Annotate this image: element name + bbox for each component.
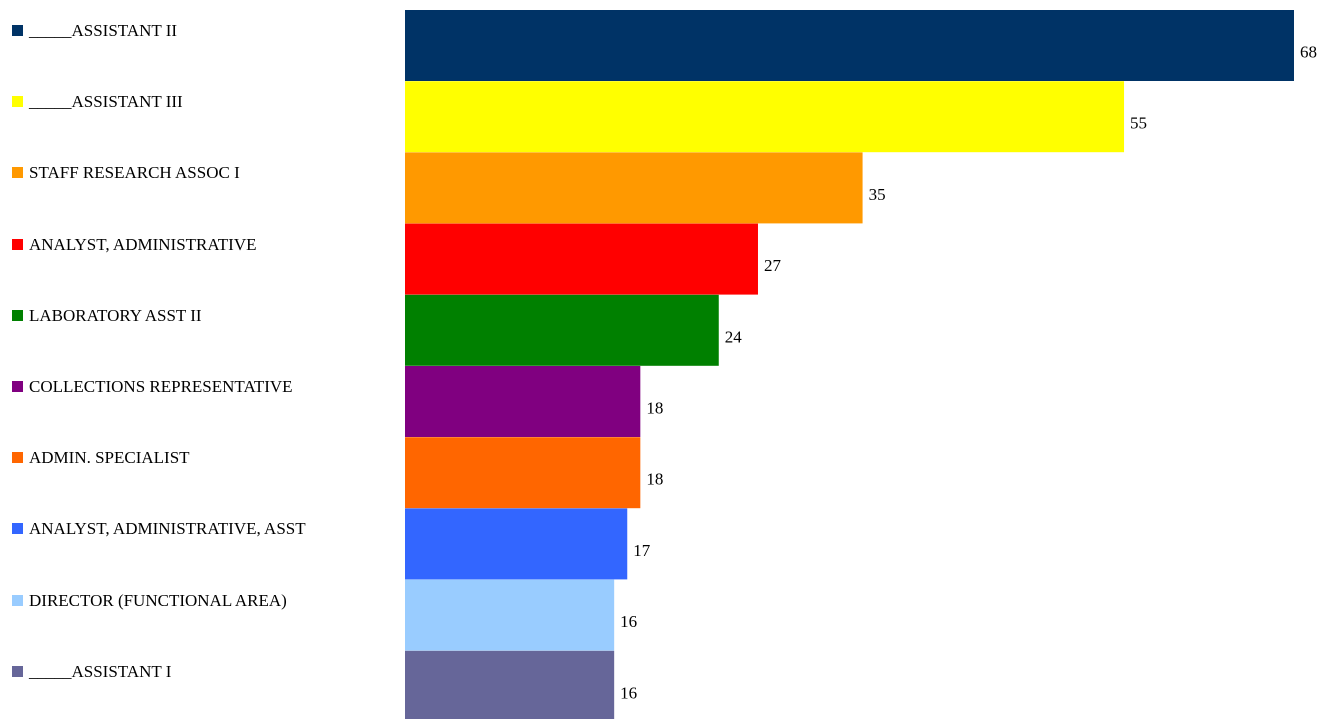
data-label-6: 18 xyxy=(646,399,663,418)
legend-item: ANALYST, ADMINISTRATIVE xyxy=(12,233,392,256)
legend-swatch xyxy=(12,25,23,36)
data-label-9: 16 xyxy=(620,612,637,631)
legend-item: LABORATORY ASST II xyxy=(12,304,392,327)
data-label-2: 55 xyxy=(1130,114,1147,133)
bar-9 xyxy=(405,579,615,651)
legend-item: STAFF RESEARCH ASSOC I xyxy=(12,161,392,184)
legend-label: ANALYST, ADMINISTRATIVE, ASST xyxy=(29,519,306,539)
legend-swatch xyxy=(12,594,23,606)
legend-label: DIRECTOR (FUNCTIONAL AREA) xyxy=(29,590,287,610)
legend-item: _____ASSISTANT I xyxy=(12,660,392,683)
legend-item: _____ASSISTANT III xyxy=(12,90,392,113)
legend-swatch xyxy=(12,96,23,108)
legend-item: DIRECTOR (FUNCTIONAL AREA) xyxy=(12,589,392,612)
bar-6 xyxy=(405,366,641,437)
bar-10 xyxy=(405,650,615,719)
legend-label: _____ASSISTANT II xyxy=(29,21,178,40)
legend-swatch xyxy=(12,452,23,464)
data-label-3: 35 xyxy=(869,185,886,204)
legend-item: ADMIN. SPECIALIST xyxy=(12,446,392,469)
data-label-5: 24 xyxy=(725,327,743,346)
data-label-8: 17 xyxy=(633,541,651,560)
legend-label: COLLECTIONS REPRESENTATIVE xyxy=(29,377,293,396)
legend-label: STAFF RESEARCH ASSOC I xyxy=(29,163,240,183)
bar-7 xyxy=(405,437,641,509)
bar-2 xyxy=(405,81,1125,153)
legend-swatch xyxy=(12,309,23,321)
legend-label: _____ASSISTANT III xyxy=(29,92,183,112)
legend-swatch xyxy=(12,238,23,250)
legend-item: ANALYST, ADMINISTRATIVE, ASST xyxy=(12,517,392,540)
legend-swatch xyxy=(12,523,23,535)
data-label-7: 18 xyxy=(646,470,663,489)
bar-4 xyxy=(405,223,758,295)
legend-item: COLLECTIONS REPRESENTATIVE xyxy=(12,375,392,398)
bar-8 xyxy=(405,508,628,580)
legend-label: ADMIN. SPECIALIST xyxy=(29,448,190,468)
legend-swatch xyxy=(12,665,23,677)
bar-5 xyxy=(405,294,719,366)
data-label-4: 27 xyxy=(764,256,782,275)
legend-swatch xyxy=(12,381,23,392)
data-label-1: 68 xyxy=(1300,43,1317,62)
bar-3 xyxy=(405,152,863,224)
bar-1 xyxy=(405,10,1294,81)
legend-swatch xyxy=(12,167,23,179)
data-label-10: 16 xyxy=(620,683,637,702)
legend-label: ANALYST, ADMINISTRATIVE xyxy=(29,234,257,254)
legend-label: LABORATORY ASST II xyxy=(29,305,202,325)
legend-label: _____ASSISTANT I xyxy=(29,661,172,681)
legend: _____ASSISTANT II _____ASSISTANT III STAFF… xyxy=(12,0,392,719)
legend-item: _____ASSISTANT II xyxy=(12,19,392,42)
